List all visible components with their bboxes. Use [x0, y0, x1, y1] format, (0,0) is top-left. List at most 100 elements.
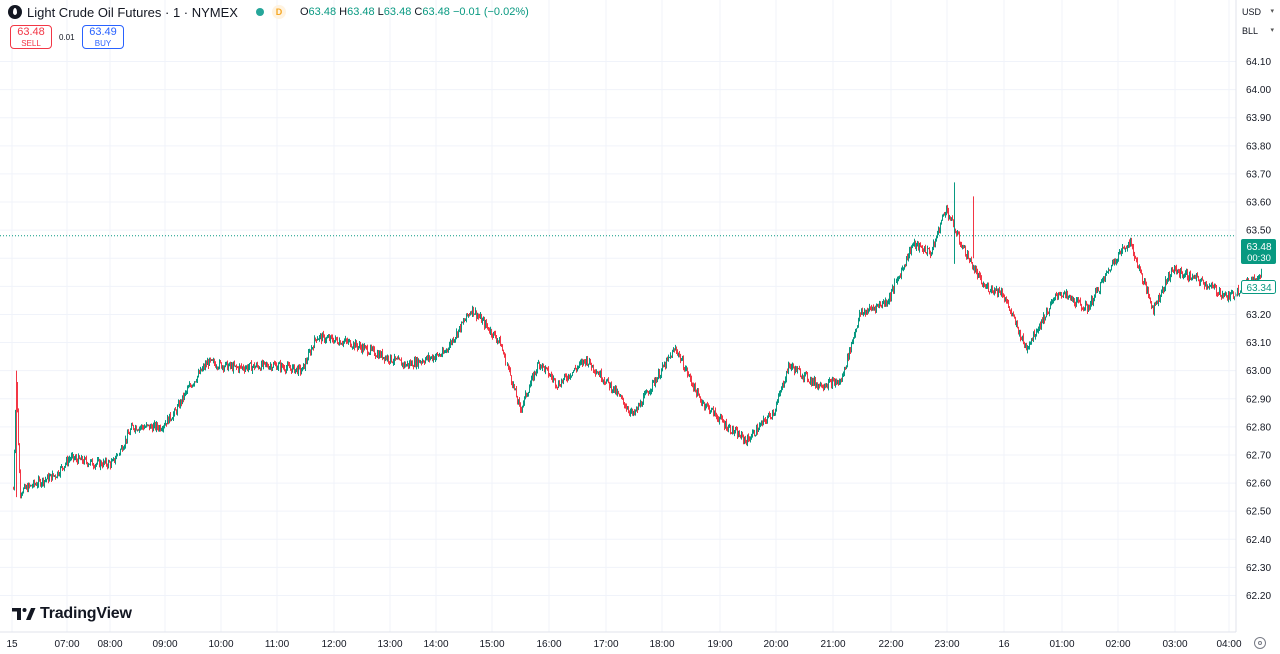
candle	[1030, 341, 1031, 345]
time-axis[interactable]: 15 07:00 08:00 09:00 10:00 11:00 12:00 13:00 14:…	[6, 639, 1242, 650]
candle	[1149, 293, 1150, 300]
candle	[1217, 292, 1218, 297]
candle	[299, 364, 300, 370]
candle	[85, 457, 86, 460]
candle	[1105, 273, 1106, 283]
candle	[886, 299, 887, 307]
candle	[808, 378, 809, 383]
candle	[473, 306, 474, 317]
candle	[790, 363, 791, 370]
candle	[113, 457, 114, 462]
candle	[1171, 267, 1172, 278]
time-tick-label: 11:00	[265, 639, 290, 650]
candle	[418, 358, 419, 369]
unit-selector[interactable]: BLL ▾	[1242, 24, 1274, 38]
tradingview-logo[interactable]: TradingView	[12, 605, 132, 623]
candle	[99, 458, 100, 468]
candle	[38, 475, 39, 488]
currency-selector[interactable]: USD ▾	[1242, 5, 1274, 19]
candle	[653, 380, 654, 383]
candle	[582, 358, 583, 368]
candle	[656, 377, 657, 384]
candle	[1043, 312, 1044, 325]
candle	[1083, 306, 1084, 312]
candle	[972, 262, 973, 270]
symbol-legend[interactable]: Light Crude Oil Futures · 1 · NYMEX D O6…	[8, 3, 529, 21]
candle	[454, 339, 455, 343]
candle	[627, 405, 628, 410]
time-tick-label: 22:00	[878, 639, 903, 650]
candle	[472, 305, 473, 317]
candle	[995, 288, 996, 294]
candle	[1140, 266, 1141, 274]
candle	[33, 479, 34, 488]
candle	[1032, 337, 1033, 342]
candle	[322, 332, 323, 342]
candle	[680, 353, 681, 364]
candle	[51, 474, 52, 482]
candle	[671, 355, 672, 358]
sell-button[interactable]: 63.48 SELL	[10, 25, 52, 49]
candle	[1174, 264, 1175, 275]
candle	[1178, 268, 1179, 274]
candle	[655, 376, 656, 388]
candle	[465, 318, 466, 321]
candle	[317, 336, 318, 341]
candle	[947, 204, 948, 214]
candle	[1042, 317, 1043, 324]
candle	[420, 360, 421, 364]
candle	[267, 362, 268, 368]
candle	[151, 423, 152, 429]
candle	[568, 373, 569, 381]
candle	[1039, 323, 1040, 332]
candle	[992, 285, 993, 294]
candle	[708, 403, 709, 410]
delayed-data-badge[interactable]: D	[271, 5, 286, 19]
candle	[663, 364, 664, 368]
candle	[1215, 283, 1216, 288]
candle	[826, 383, 827, 388]
candle	[908, 253, 909, 262]
secondary-price-tag: 63.34	[1241, 280, 1276, 294]
candle	[378, 349, 379, 360]
candle	[557, 386, 558, 391]
candle	[1046, 307, 1047, 318]
candle	[959, 231, 960, 245]
candle	[1219, 286, 1220, 295]
candle	[913, 242, 914, 247]
candle	[338, 342, 339, 346]
candle	[894, 278, 895, 294]
candle	[153, 422, 154, 432]
candle	[636, 406, 637, 412]
candle	[963, 244, 964, 249]
candle	[955, 228, 956, 234]
candle	[447, 348, 448, 353]
candle	[457, 331, 458, 338]
gear-icon[interactable]	[1254, 637, 1266, 649]
candle	[245, 365, 246, 373]
candle	[1153, 305, 1154, 315]
candle	[469, 313, 470, 317]
time-tick-label: 10:00	[208, 639, 233, 650]
price-axis[interactable]: 62.20 62.30 62.40 62.50 62.60 62.70 62.80 62.90…	[1246, 57, 1271, 602]
candle	[508, 363, 509, 370]
candle	[1148, 286, 1149, 299]
candle	[1151, 300, 1152, 310]
candle	[109, 460, 110, 463]
candle	[1011, 308, 1012, 317]
candle	[632, 408, 633, 416]
candle	[163, 425, 164, 433]
candle	[857, 325, 858, 329]
candle	[654, 377, 655, 386]
candle	[1166, 279, 1167, 286]
candle	[369, 352, 370, 355]
candle	[187, 385, 188, 395]
symbol-title[interactable]: Light Crude Oil Futures · 1 · NYMEX	[27, 4, 238, 20]
candle	[619, 393, 620, 397]
buy-button[interactable]: 63.49 BUY	[82, 25, 124, 49]
candle	[278, 362, 279, 372]
candle	[242, 366, 243, 371]
candle	[552, 373, 553, 383]
candle	[195, 381, 196, 383]
